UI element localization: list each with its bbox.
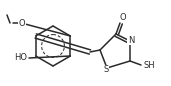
Text: O: O (120, 12, 126, 22)
Text: S: S (103, 66, 109, 74)
Text: HO: HO (15, 53, 28, 63)
Text: N: N (128, 36, 134, 44)
Text: SH: SH (143, 60, 155, 69)
Text: O: O (19, 18, 25, 28)
